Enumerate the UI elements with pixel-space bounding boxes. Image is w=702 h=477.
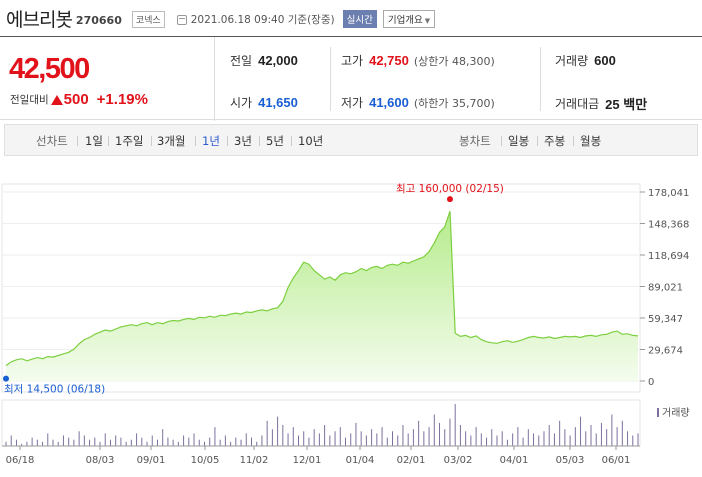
divider	[291, 136, 292, 146]
period-5y[interactable]: 5년	[266, 134, 284, 148]
divider	[330, 47, 331, 111]
up-arrow-icon	[50, 94, 63, 105]
candle-chart-label: 봉차트	[459, 134, 491, 148]
open-cell: 시가 41,650	[230, 94, 298, 111]
volume-value: 600	[594, 53, 616, 68]
y-tick-label: 148,368	[648, 220, 689, 231]
divider	[108, 136, 109, 146]
high-value: 42,750	[369, 53, 409, 68]
prev-close-cell: 전일 42,000	[230, 52, 298, 69]
x-tick-label: 10/05	[191, 455, 220, 466]
stock-name: 에브리봇	[6, 8, 73, 31]
chart-frame	[1, 183, 641, 393]
x-tick-label: 04/01	[500, 455, 529, 466]
price-line	[5, 211, 639, 367]
market-badge: 코넥스	[131, 10, 165, 28]
realtime-button[interactable]: 실시간	[342, 10, 377, 28]
current-price-box: 42,500 전일대비 500 +1.19%	[0, 37, 215, 121]
y-tick-label: 59,347	[648, 314, 683, 325]
price-chart: 178,041 148,368 118,694 89,021 59,347 29,674 0…	[1, 183, 690, 466]
low-label: 저가	[341, 96, 364, 110]
divider	[77, 136, 78, 146]
chevron-down-icon: ▼	[424, 17, 431, 25]
volume-legend-icon	[657, 408, 659, 417]
quote-datetime: 2021.06.18 09:40 기준(장중)	[190, 14, 335, 26]
divider	[501, 136, 502, 146]
divider	[259, 136, 260, 146]
upper-limit: (상한가 48,300)	[413, 54, 495, 68]
high-cell: 고가 42,750 (상한가 48,300)	[341, 52, 495, 69]
chart-period-bar: 선차트 1일 1주일 3개월 1년 3년 5년 10년 봉차트 일봉 주봉 월봉	[4, 124, 698, 156]
y-tick-label: 0	[648, 377, 654, 388]
x-tick-label: 02/01	[397, 455, 426, 466]
trade-value: 25 백만	[605, 97, 648, 112]
company-overview-label: 기업개요	[387, 15, 423, 26]
period-1y[interactable]: 1년	[202, 134, 220, 148]
lower-limit: (하한가 35,700)	[413, 96, 495, 110]
divider	[537, 136, 538, 146]
x-tick-label: 01/04	[346, 455, 375, 466]
divider	[151, 136, 152, 146]
x-tick-label: 06/18	[6, 455, 35, 466]
min-annotation: 최저 14,500 (06/18)	[4, 384, 105, 396]
divider	[195, 136, 196, 146]
low-value: 41,600	[369, 95, 409, 110]
calendar-icon	[176, 14, 187, 25]
open-value: 41,650	[258, 95, 298, 110]
y-tick-label: 29,674	[648, 346, 683, 357]
candle-weekly[interactable]: 주봉	[544, 134, 566, 148]
x-tick-label: 05/03	[556, 455, 585, 466]
line-chart-label: 선차트	[36, 134, 68, 148]
period-1w[interactable]: 1주일	[115, 134, 144, 148]
trade-value-label: 거래대금	[555, 97, 600, 111]
price-area	[6, 211, 638, 381]
company-overview-button[interactable]: 기업개요 ▼	[382, 10, 436, 28]
current-price: 42,500	[9, 53, 90, 85]
x-tick-label: 11/02	[240, 455, 269, 466]
change-percent: +1.19%	[96, 91, 148, 108]
trade-value-cell: 거래대금 25 백만	[555, 94, 647, 113]
price-summary: 42,500 전일대비 500 +1.19% 전일 42,000 고가 42,7…	[0, 36, 702, 121]
candle-daily[interactable]: 일봉	[508, 134, 530, 148]
open-label: 시가	[230, 96, 253, 110]
change-amount: 500	[63, 91, 89, 108]
divider	[227, 136, 228, 146]
stock-header: 에브리봇 270660 코넥스 2021.06.18 09:40 기준(장중) …	[6, 6, 436, 31]
y-tick-label: 178,041	[648, 188, 689, 199]
y-tick-label: 118,694	[648, 251, 689, 262]
volume-cell: 거래량 600	[555, 52, 616, 69]
y-tick-label: 89,021	[648, 283, 683, 294]
prev-close-label: 전일	[230, 54, 253, 68]
low-cell: 저가 41,600 (하한가 35,700)	[341, 94, 495, 111]
price-change-row: 전일대비 500 +1.19%	[10, 91, 148, 108]
max-annotation: 최고 160,000 (02/15)	[396, 183, 504, 195]
stock-code: 270660	[75, 13, 122, 27]
volume-label: 거래량	[555, 54, 589, 68]
divider	[540, 47, 541, 111]
period-10y[interactable]: 10년	[298, 134, 324, 148]
x-tick-label: 09/01	[137, 455, 166, 466]
high-label: 고가	[341, 54, 364, 68]
max-point-marker	[446, 196, 453, 203]
min-point-marker	[3, 375, 9, 382]
period-1d[interactable]: 1일	[85, 134, 103, 148]
x-tick-label: 12/01	[293, 455, 322, 466]
period-3m[interactable]: 3개월	[157, 134, 186, 148]
change-label: 전일대비	[10, 94, 49, 106]
x-tick-label: 03/02	[444, 455, 473, 466]
period-3y[interactable]: 3년	[234, 134, 252, 148]
divider	[573, 136, 574, 146]
x-tick-label: 06/01	[602, 455, 631, 466]
volume-legend-label: 거래량	[662, 407, 690, 419]
candle-monthly[interactable]: 월봉	[580, 134, 602, 148]
prev-close-value: 42,000	[258, 53, 298, 68]
x-tick-label: 08/03	[86, 455, 115, 466]
